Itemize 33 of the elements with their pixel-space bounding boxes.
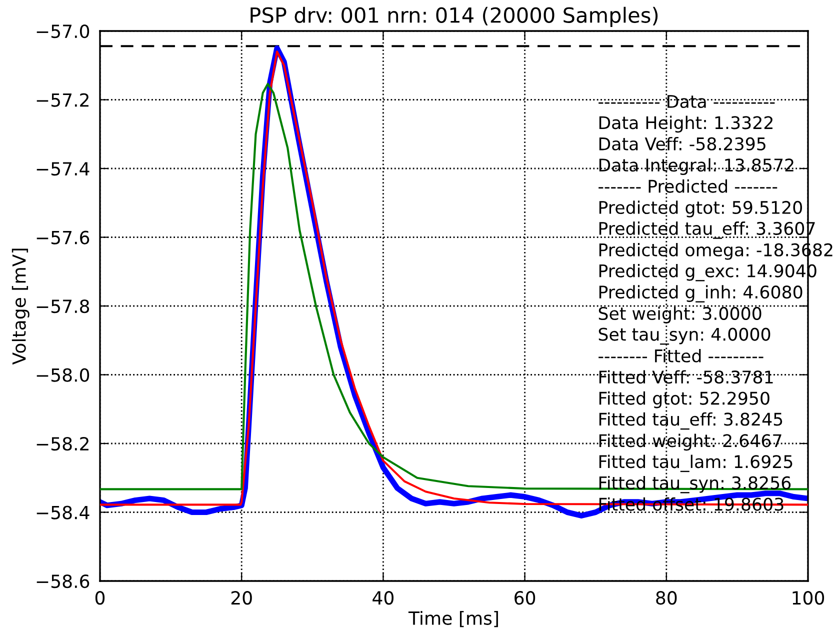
annotation: Fitted tau_eff: 3.8245 — [599, 412, 782, 430]
annotation: Predicted g_inh: 4.6080 — [599, 285, 802, 302]
annotation: Data Height: 1.3322 — [599, 116, 772, 133]
y-tick-label: −58.0 — [36, 368, 90, 382]
y-tick-label: −57.0 — [36, 24, 90, 38]
y-tick-label: −57.8 — [36, 299, 90, 314]
annotation: Set tau_syn: 4.0000 — [598, 328, 770, 345]
x-tick-label: 80 — [656, 591, 677, 605]
y-tick-label: −58.4 — [36, 506, 90, 520]
y-axis-title: Voltage [mV] — [12, 248, 30, 365]
annotation: Fitted tau_lam: 1.6925 — [599, 454, 792, 472]
x-axis-title: Time [ms] — [408, 610, 498, 628]
y-tick-label: −57.6 — [36, 230, 90, 244]
x-tick-label: 40 — [372, 591, 394, 605]
annotation: Data Integral: 13.8572 — [599, 158, 794, 175]
y-tick-label: −57.4 — [36, 162, 90, 176]
annotation: Set weight: 3.0000 — [598, 306, 762, 324]
annotation: Fitted Veff: -58.3781 — [599, 370, 773, 384]
annotation: -------- Fitted --------- — [598, 349, 764, 362]
x-tick-label: 20 — [231, 591, 252, 605]
y-tick-label: −57.2 — [36, 93, 88, 107]
chart-title: PSP drv: 001 nrn: 014 (20000 Samples) — [250, 6, 658, 27]
y-tick-label: −58.6 — [36, 574, 90, 588]
annotation: Data Veff: -58.2395 — [599, 137, 766, 150]
x-tick-label: 0 — [95, 591, 105, 605]
annotation: Fitted gtot: 52.2950 — [599, 391, 770, 408]
annotation: Fitted weight: 2.6467 — [599, 434, 782, 451]
annotation: ------- Predicted ------- — [598, 179, 778, 193]
x-tick-label: 60 — [514, 591, 536, 605]
annotation: ---------- Data ---------- — [598, 95, 775, 108]
y-tick-label: −58.2 — [36, 436, 88, 451]
x-tick-label: 100 — [792, 591, 824, 605]
annotation: Predicted gtot: 59.5120 — [599, 200, 802, 218]
